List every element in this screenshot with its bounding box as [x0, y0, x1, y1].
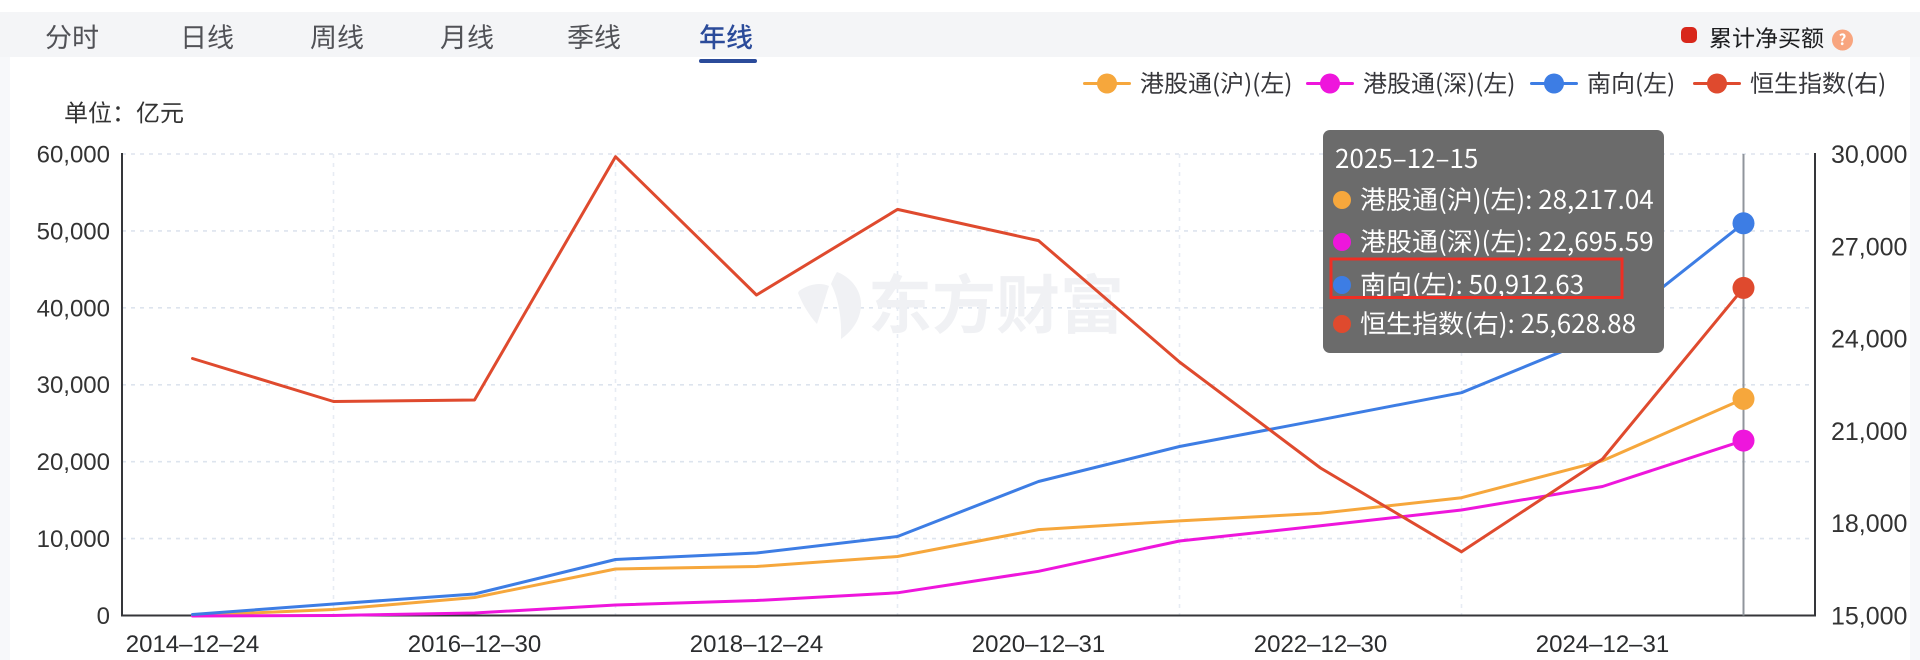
svg-text:30,000: 30,000 [1831, 141, 1907, 169]
svg-text:2016–12–30: 2016–12–30 [408, 631, 541, 658]
svg-text:60,000: 60,000 [37, 142, 110, 169]
svg-text:0: 0 [97, 603, 110, 630]
svg-text:24,000: 24,000 [1831, 326, 1907, 354]
svg-text:2022–12–30: 2022–12–30 [1254, 631, 1387, 658]
svg-text:2020–12–31: 2020–12–31 [972, 631, 1105, 658]
svg-text:2018–12–24: 2018–12–24 [690, 631, 823, 658]
svg-text:40,000: 40,000 [37, 295, 110, 322]
svg-text:20,000: 20,000 [37, 449, 110, 476]
svg-text:18,000: 18,000 [1831, 510, 1907, 538]
svg-text:27,000: 27,000 [1831, 233, 1907, 261]
svg-text:2014–12–24: 2014–12–24 [126, 631, 259, 658]
svg-text:21,000: 21,000 [1831, 418, 1907, 446]
svg-text:30,000: 30,000 [37, 372, 110, 399]
svg-text:15,000: 15,000 [1831, 603, 1907, 631]
svg-text:10,000: 10,000 [37, 526, 110, 553]
svg-text:50,000: 50,000 [37, 218, 110, 245]
svg-text:2024–12–31: 2024–12–31 [1536, 631, 1669, 658]
